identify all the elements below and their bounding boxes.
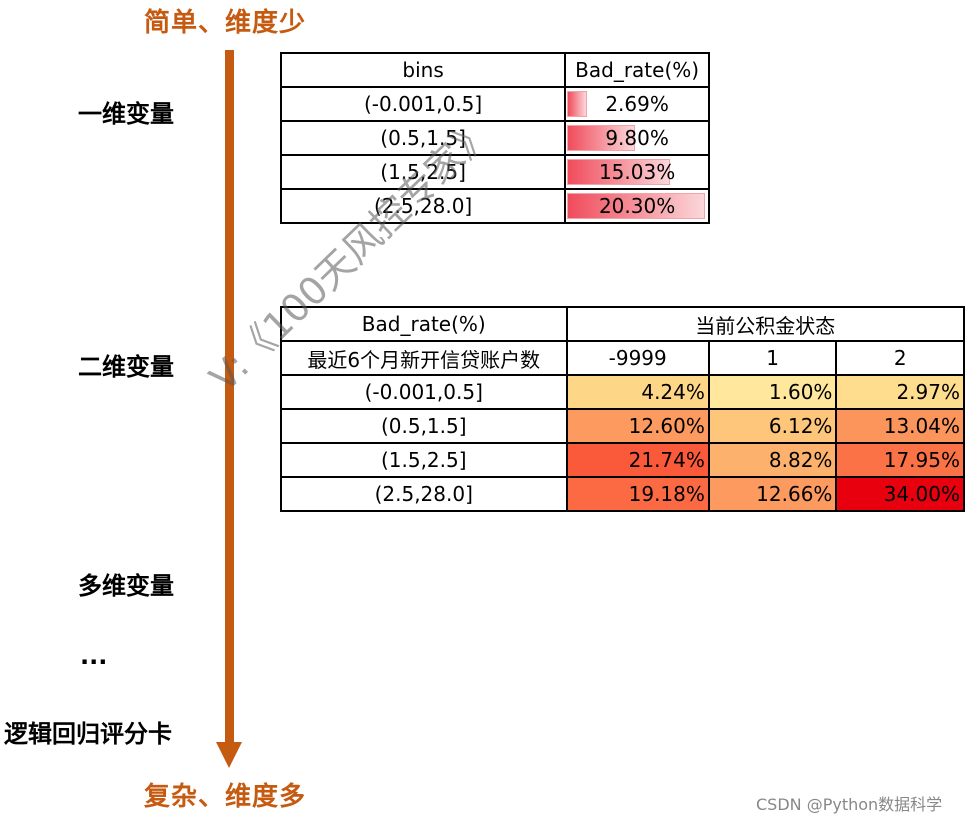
bad-rate-cell: 9.80% (564, 120, 710, 156)
data-bar (567, 91, 588, 117)
footer-credit: CSDN @Python数据科学 (756, 795, 943, 814)
table-row: (0.5,1.5] 9.80% (279, 120, 710, 156)
table-row: (2.5,28.0] 19.18% 12.66% 34.00% (280, 476, 965, 512)
corner-bottom-cell: 最近6个月新开信贷账户数 (280, 340, 568, 376)
column-header: 1 (707, 340, 838, 376)
group-header: 当前公积金状态 (565, 306, 965, 342)
bin-cell: (-0.001,0.5] (280, 374, 568, 410)
table-row: (1.5,2.5] 21.74% 8.82% 17.95% (280, 442, 965, 478)
complexity-arrow-shaft (225, 50, 234, 744)
table-row: (-0.001,0.5] 2.69% (279, 86, 710, 122)
bad-rate-value: 20.30% (598, 194, 676, 218)
heat-cell: 4.24% (565, 374, 710, 410)
data-bar (567, 125, 635, 151)
bad-rate-value: 9.80% (605, 126, 669, 150)
level-1d: 一维变量 (78, 100, 174, 128)
table-row: (0.5,1.5] 12.60% 6.12% 13.04% (280, 408, 965, 444)
bad-rate-cell: 20.30% (564, 188, 710, 224)
bin-cell: (1.5,2.5] (280, 442, 568, 478)
heat-cell: 8.82% (707, 442, 838, 478)
heat-cell: 13.04% (835, 408, 965, 444)
table-row: (1.5,2.5] 15.03% (279, 154, 710, 190)
table-row: (-0.001,0.5] 4.24% 1.60% 2.97% (280, 374, 965, 410)
bin-cell: (1.5,2.5] (279, 154, 567, 190)
top-label: 简单、维度少 (144, 8, 307, 38)
level-scorecard: 逻辑回归评分卡 (4, 720, 172, 748)
heat-cell: 34.00% (835, 476, 965, 512)
bin-cell: (0.5,1.5] (280, 408, 568, 444)
data-bar (567, 159, 670, 185)
heat-cell: 12.66% (707, 476, 838, 512)
header-bad-rate: Bad_rate(%) (564, 52, 710, 88)
bin-cell: (0.5,1.5] (279, 120, 567, 156)
header-bins: bins (279, 52, 567, 88)
table-header-row: bins Bad_rate(%) (279, 52, 710, 88)
heat-cell: 12.60% (565, 408, 710, 444)
level-2d: 二维变量 (78, 353, 174, 381)
level-ellipsis: ... (80, 642, 108, 670)
bin-cell: (-0.001,0.5] (279, 86, 567, 122)
corner-top-cell: Bad_rate(%) (280, 306, 568, 342)
table-header-row: 最近6个月新开信贷账户数 -9999 1 2 (280, 340, 965, 376)
bin-cell: (2.5,28.0] (279, 188, 567, 224)
heat-cell: 17.95% (835, 442, 965, 478)
two-dim-table: Bad_rate(%) 当前公积金状态 最近6个月新开信贷账户数 -9999 1… (280, 306, 965, 512)
heat-cell: 2.97% (835, 374, 965, 410)
one-dim-table: bins Bad_rate(%) (-0.001,0.5] 2.69% (0.5… (279, 52, 710, 224)
level-multi: 多维变量 (78, 572, 174, 600)
bin-cell: (2.5,28.0] (280, 476, 568, 512)
column-header: -9999 (565, 340, 710, 376)
heat-cell: 6.12% (707, 408, 838, 444)
bad-rate-value: 2.69% (605, 92, 669, 116)
complexity-arrow-head (216, 742, 242, 768)
data-bar (567, 193, 706, 219)
heat-cell: 1.60% (707, 374, 838, 410)
table-row: (2.5,28.0] 20.30% (279, 188, 710, 224)
bad-rate-value: 15.03% (598, 160, 676, 184)
table-header-row: Bad_rate(%) 当前公积金状态 (280, 306, 965, 342)
bad-rate-cell: 15.03% (564, 154, 710, 190)
heat-cell: 19.18% (565, 476, 710, 512)
bottom-label: 复杂、维度多 (144, 782, 307, 812)
bad-rate-cell: 2.69% (564, 86, 710, 122)
column-header: 2 (835, 340, 965, 376)
heat-cell: 21.74% (565, 442, 710, 478)
